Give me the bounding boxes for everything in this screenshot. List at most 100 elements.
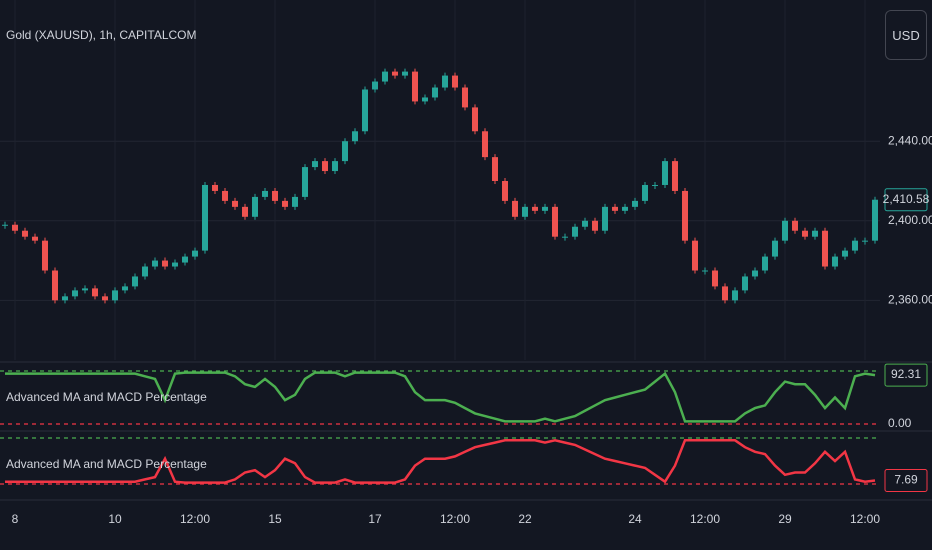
x-tick-label: 29 — [778, 512, 792, 526]
candle — [682, 190, 688, 241]
candle — [502, 180, 508, 201]
last-value-box — [884, 468, 928, 492]
candle — [542, 206, 548, 211]
candle — [32, 236, 38, 241]
last-value-label: 2,410.58 — [883, 192, 930, 206]
candle — [422, 97, 428, 102]
candle — [322, 161, 328, 172]
candle — [192, 250, 198, 257]
candle — [382, 71, 388, 82]
currency-button[interactable]: USD — [885, 10, 927, 60]
candle — [252, 196, 258, 217]
candle — [482, 131, 488, 158]
candle — [282, 200, 288, 207]
candle — [812, 230, 818, 237]
candle — [352, 131, 358, 142]
candle — [852, 240, 858, 251]
candle — [622, 206, 628, 211]
x-tick-label: 17 — [368, 512, 382, 526]
candle — [752, 270, 758, 277]
candle — [22, 230, 28, 237]
candle — [532, 206, 538, 211]
candle — [162, 260, 168, 267]
x-tick-label: 24 — [628, 512, 642, 526]
candle — [222, 190, 228, 201]
candle — [12, 224, 18, 231]
candle — [102, 296, 108, 301]
candle — [172, 262, 178, 267]
candle — [272, 190, 278, 201]
candle — [692, 240, 698, 271]
candle — [312, 161, 318, 168]
x-tick-label: 10 — [108, 512, 122, 526]
candle — [512, 200, 518, 217]
candle — [472, 107, 478, 132]
indicator-line — [5, 439, 876, 484]
candle — [82, 288, 88, 291]
candle — [522, 206, 528, 217]
x-tick-label: 8 — [12, 512, 19, 526]
candle — [582, 220, 588, 227]
candle — [202, 184, 208, 251]
candle — [152, 260, 158, 267]
candle — [842, 250, 848, 257]
candle — [412, 71, 418, 102]
candle — [862, 240, 868, 242]
candle — [92, 288, 98, 297]
x-tick-label: 12:00 — [440, 512, 470, 526]
candle — [722, 286, 728, 301]
y-tick-label: 2,440.00 — [888, 133, 932, 147]
indicator-title: Advanced MA and MACD Percentage — [6, 390, 207, 404]
candle — [792, 220, 798, 231]
candle — [732, 290, 738, 301]
candle — [62, 296, 68, 301]
candle — [742, 276, 748, 291]
candle — [802, 230, 808, 237]
last-value-label: 92.31 — [891, 367, 921, 381]
candle — [552, 206, 558, 237]
candle — [362, 89, 368, 132]
candle — [592, 220, 598, 231]
candle — [672, 161, 678, 191]
candle — [762, 256, 768, 271]
candle — [602, 206, 608, 231]
candle — [562, 236, 568, 238]
candle — [832, 256, 838, 267]
candle — [132, 276, 138, 287]
x-tick-label: 22 — [518, 512, 532, 526]
candle — [462, 87, 468, 108]
candle — [432, 87, 438, 98]
x-tick-label: 12:00 — [850, 512, 880, 526]
candle — [42, 240, 48, 271]
candle — [232, 200, 238, 207]
candle — [642, 184, 648, 201]
last-value-box — [884, 188, 928, 212]
candle — [392, 71, 398, 76]
candle — [52, 270, 58, 301]
chart-title: Gold (XAUUSD), 1h, CAPITALCOM — [6, 28, 197, 42]
candle — [72, 290, 78, 297]
candle — [772, 240, 778, 257]
indicator-line — [5, 371, 876, 423]
x-tick-label: 12:00 — [690, 512, 720, 526]
last-value-box — [884, 363, 928, 387]
candle — [142, 266, 148, 277]
candle — [492, 157, 498, 181]
candle — [572, 226, 578, 237]
candle — [2, 224, 8, 226]
indicator-title: Advanced MA and MACD Percentage — [6, 457, 207, 471]
candle — [612, 206, 618, 211]
candle — [632, 200, 638, 207]
candle — [242, 206, 248, 217]
candle — [342, 141, 348, 162]
candle — [452, 75, 458, 88]
y-tick-label: 2,360.00 — [888, 293, 932, 307]
candle — [652, 184, 658, 186]
candle — [212, 184, 218, 191]
candle — [112, 290, 118, 301]
candle — [122, 286, 128, 291]
candle — [292, 196, 298, 207]
candle — [372, 81, 378, 90]
